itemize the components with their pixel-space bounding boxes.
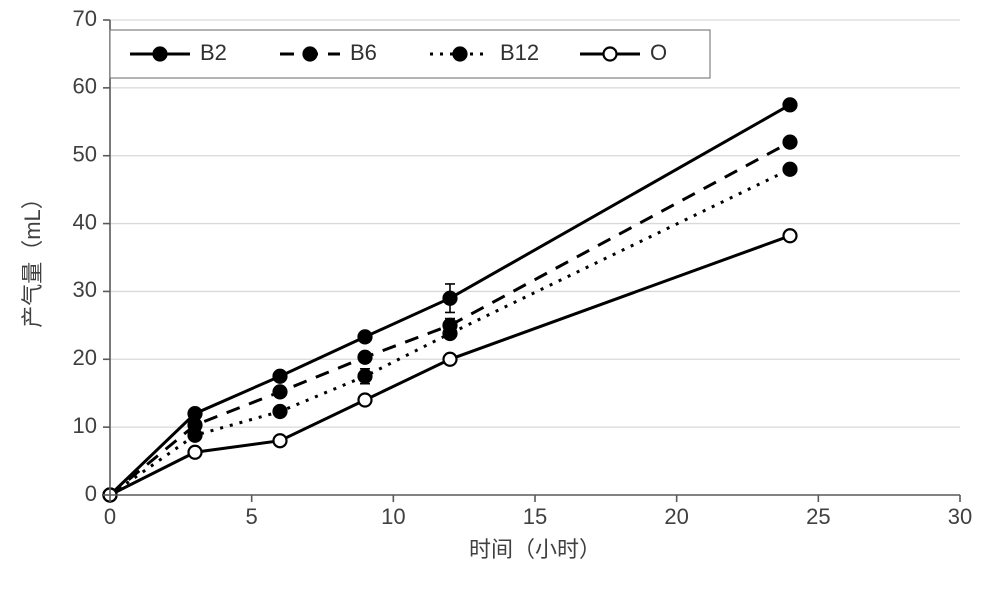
x-tick-label: 5 [246,504,258,529]
legend-marker-B6 [304,48,317,61]
legend-label-B2: B2 [200,40,227,65]
legend-marker-B2 [154,48,167,61]
y-tick-label: 30 [73,277,97,302]
x-tick-label: 30 [948,504,972,529]
legend-label-O: O [650,40,667,65]
x-tick-label: 20 [664,504,688,529]
legend-label-B12: B12 [500,40,539,65]
legend: B2 B6 B12 O [110,30,710,78]
y-tick-label: 40 [73,209,97,234]
y-tick-label: 60 [73,74,97,99]
y-tick-label: 70 [73,6,97,31]
x-tick-label: 15 [523,504,547,529]
x-tick-label: 10 [381,504,405,529]
y-axis-label: 产气量（mL） [20,187,45,328]
x-tick-label: 0 [104,504,116,529]
legend-marker-O [604,48,617,61]
y-tick-label: 10 [73,413,97,438]
y-tick-label: 0 [85,481,97,506]
gas-production-chart: 0 10 20 30 40 50 60 70 0 5 10 15 20 25 30 时间（小时） 产气量（mL）… [0,0,1000,590]
legend-marker-B12 [454,48,467,61]
legend-label-B6: B6 [350,40,377,65]
y-tick-label: 20 [73,345,97,370]
x-tick-label: 25 [806,504,830,529]
y-tick-label: 50 [73,142,97,167]
x-axis-label: 时间（小时） [469,537,601,562]
